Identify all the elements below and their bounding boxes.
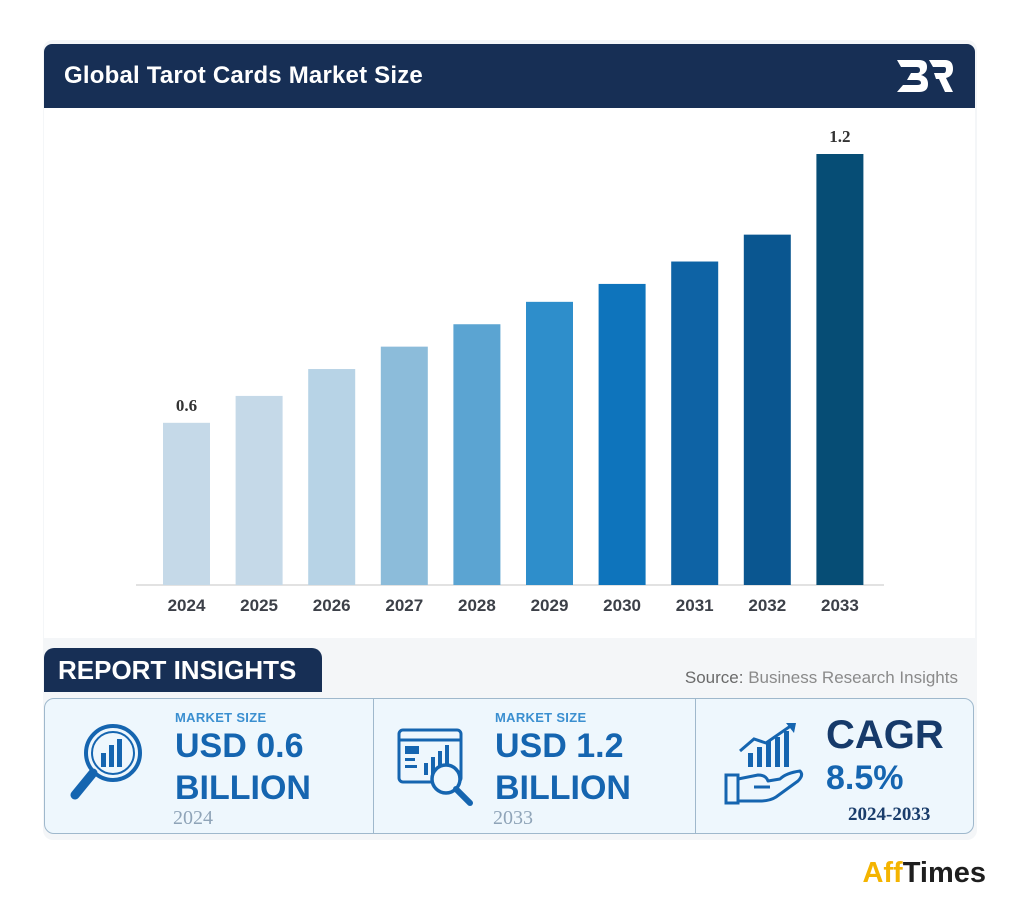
x-tick-label: 2027 [385, 596, 423, 615]
afftimes-logo: AffTimes [862, 857, 986, 890]
divider [373, 699, 374, 833]
bar-2027 [380, 346, 428, 585]
market-size-label: MARKET SIZE [175, 710, 267, 725]
bar-2024 [163, 422, 210, 585]
cagr-value: 8.5% [826, 759, 904, 797]
x-tick-label: 2028 [458, 596, 496, 615]
chart-area: 2024 0.6 2025 2026 2027 2028 2029 2030 2031 2032 2… [44, 108, 975, 638]
market-size-year: 2024 [173, 807, 213, 829]
market-size-year: 2033 [493, 807, 533, 829]
report-insights-label: REPORT INSIGHTS [58, 655, 297, 685]
insight-box-cagr: CAGR 8.5% 2024-2033 [696, 699, 975, 833]
insight-box-market-size-2024: MARKET SIZE USD 0.6 BILLION 2024 [45, 699, 373, 833]
report-magnifier-icon [397, 728, 473, 806]
insights-panel: MARKET SIZE USD 0.6 BILLION 2024 MARKET … [44, 698, 974, 834]
market-size-value-line1: USD 1.2 [495, 727, 624, 765]
bar-2029 [526, 301, 573, 585]
x-tick-label: 2026 [313, 596, 351, 615]
source-name: Business Research Insights [748, 668, 958, 687]
bar-2032 [743, 234, 791, 585]
x-tick-label: 2032 [748, 596, 786, 615]
insight-box-market-size-2033: MARKET SIZE USD 1.2 BILLION 2033 [374, 699, 695, 833]
cagr-years: 2024-2033 [848, 804, 931, 825]
source-note: Source: Business Research Insights [685, 668, 958, 688]
x-tick-label: 2025 [240, 596, 278, 615]
bar-2033 [816, 154, 864, 585]
bar-2026 [308, 369, 356, 585]
bar-chart: 2024 0.6 2025 2026 2027 2028 2029 2030 2031 2032 2… [136, 127, 884, 615]
cagr-title: CAGR [826, 713, 944, 757]
chart-title: Global Tarot Cards Market Size [64, 62, 423, 89]
x-tick-label: 2031 [676, 596, 714, 615]
market-size-label: MARKET SIZE [495, 710, 587, 725]
data-label: 1.2 [829, 127, 850, 146]
afftimes-logo-part1: Aff [862, 857, 903, 889]
divider [695, 699, 696, 833]
market-size-value-line1: USD 0.6 [175, 727, 304, 765]
x-tick-label: 2029 [531, 596, 569, 615]
chart-header: Global Tarot Cards Market Size [44, 44, 975, 108]
bar-2025 [235, 395, 283, 585]
report-insights-tab: REPORT INSIGHTS [44, 648, 322, 692]
x-tick-label: 2033 [821, 596, 859, 615]
hand-growth-chart-icon [724, 723, 804, 805]
source-label: Source: [684, 668, 744, 687]
bar-2030 [598, 283, 646, 585]
bar-2028 [453, 324, 501, 585]
afftimes-logo-part2: Times [902, 857, 986, 889]
magnifier-chart-icon [70, 724, 142, 800]
x-tick-label: 2030 [603, 596, 641, 615]
market-size-value-line2: BILLION [175, 769, 311, 807]
data-label: 0.6 [176, 396, 197, 415]
bar-2031 [671, 261, 719, 585]
market-size-value-line2: BILLION [495, 769, 631, 807]
x-tick-label: 2024 [168, 596, 206, 615]
br-logo [897, 60, 953, 92]
